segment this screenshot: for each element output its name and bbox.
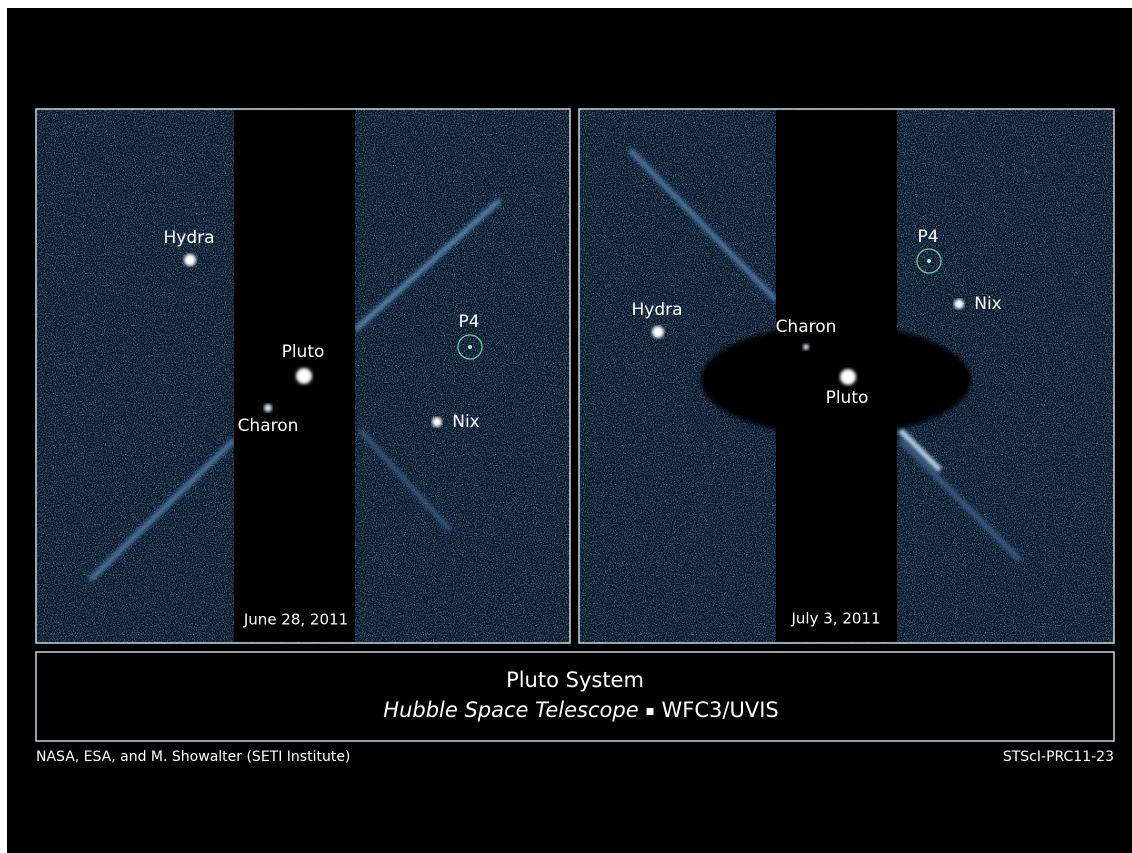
- caption-subtitle: Hubble Space Telescope ▪ WFC3/UVIS: [383, 698, 778, 722]
- telescope: Hubble Space Telescope: [383, 698, 638, 722]
- moon: [264, 404, 272, 412]
- highlight-circle: [916, 248, 942, 274]
- mask-band: [234, 110, 355, 642]
- object-label: Nix: [974, 294, 1002, 314]
- streak: [897, 427, 943, 473]
- panel-border: [35, 108, 571, 644]
- object-label: Pluto: [282, 342, 325, 362]
- object-label: Charon: [776, 317, 837, 337]
- date-label: July 3, 2011: [791, 610, 881, 628]
- moon: [652, 326, 664, 338]
- date-label: June 28, 2011: [243, 611, 348, 629]
- object-label: Nix: [452, 412, 480, 432]
- object-label: Hydra: [163, 228, 214, 248]
- highlight-circle: [457, 334, 483, 360]
- moon: [184, 254, 196, 266]
- planet: [840, 369, 856, 385]
- moon: [468, 345, 472, 349]
- object-label: Pluto: [826, 388, 869, 408]
- moon: [927, 259, 931, 263]
- moon: [954, 299, 964, 309]
- credit-id: STScI-PRC11-23: [1003, 749, 1114, 765]
- streak: [628, 148, 778, 302]
- object-label: P4: [458, 312, 479, 332]
- panel-border: [578, 108, 1115, 644]
- moon: [803, 344, 809, 350]
- planet: [296, 368, 312, 384]
- object-label: Hydra: [631, 300, 682, 320]
- streak: [358, 428, 452, 532]
- object-label: P4: [917, 227, 938, 247]
- caption-box: [35, 651, 1115, 742]
- streak: [898, 438, 1022, 562]
- object-label: Charon: [238, 416, 299, 436]
- instrument: WFC3/UVIS: [662, 698, 779, 722]
- credit: NASA, ESA, and M. Showalter (SETI Instit…: [36, 749, 350, 765]
- mask-band: [776, 110, 897, 642]
- moon: [432, 417, 442, 427]
- streak: [353, 198, 502, 332]
- separator: ▪: [645, 703, 655, 719]
- panel: Hydra Pluto Charon P4 Nix June 28, 2011: [35, 108, 571, 644]
- streak: [88, 438, 236, 582]
- panel: Hydra Charon Pluto P4 Nix July 3, 2011: [578, 108, 1115, 644]
- caption-title: Pluto System: [506, 668, 644, 692]
